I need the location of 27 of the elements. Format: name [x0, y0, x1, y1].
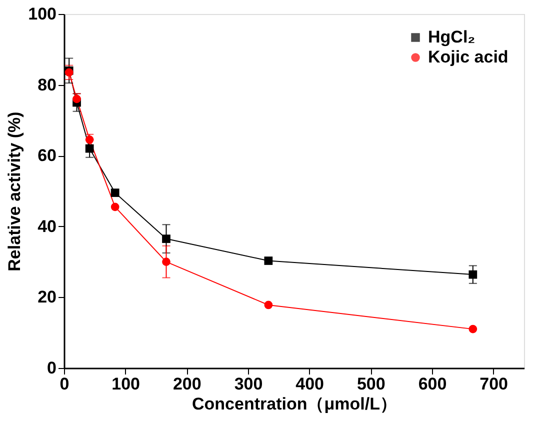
point	[162, 234, 170, 243]
legend-label: HgCl₂	[428, 28, 476, 46]
x-axis-title: Concentration（μmol/L）	[192, 394, 397, 414]
point	[264, 300, 273, 310]
x-tick-label: 700	[480, 374, 508, 394]
y-tick-label: 80	[38, 75, 56, 94]
point	[110, 202, 120, 212]
y-tick-label: 60	[38, 146, 56, 166]
point	[468, 324, 478, 334]
x-tick-label: 400	[296, 374, 324, 394]
point	[162, 258, 170, 266]
y-tick-label: 100	[28, 4, 56, 24]
x-tick-label: 600	[418, 374, 447, 394]
legend-label: Kojic acid	[428, 48, 508, 66]
x-tick-label: 500	[356, 374, 386, 394]
point	[110, 188, 120, 197]
point	[264, 256, 273, 265]
x-tick-label: 300	[234, 374, 263, 394]
point	[85, 144, 94, 153]
x-tick-label: 0	[60, 374, 70, 394]
y-tick-label: 20	[38, 288, 56, 307]
y-tick-label: 40	[38, 216, 56, 236]
y-axis-title: Relative activity (%)	[5, 112, 24, 272]
x-tick-label: 200	[172, 374, 202, 394]
y-tick-label: 0	[47, 358, 56, 378]
x-tick-label: 100	[112, 374, 140, 394]
point	[468, 270, 478, 279]
